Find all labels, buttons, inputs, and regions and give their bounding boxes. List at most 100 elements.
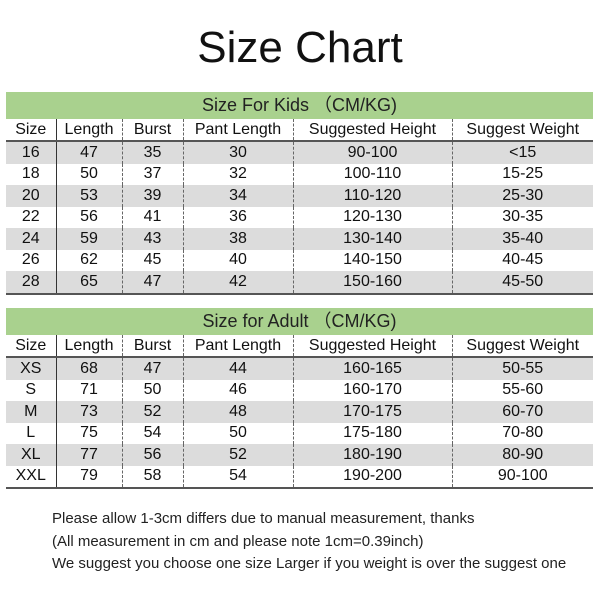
table-cell: 50 (182, 422, 293, 444)
adult-size-table: Size for Adult （CM/KG) Size Length Burst Pa… (6, 308, 593, 489)
table-cell: 60-70 (451, 401, 593, 423)
table-cell: 42 (182, 271, 293, 295)
table-cell: 48 (182, 401, 293, 423)
table-cell: 15-25 (451, 163, 593, 185)
column-header: Length (55, 119, 122, 142)
table-cell: 140-150 (292, 249, 452, 271)
table-cell: 18 (21, 165, 40, 183)
table-cell: 34 (182, 185, 293, 207)
table-row: 18 50 37 32 100-110 15-25 (6, 163, 593, 185)
table-cell: 32 (182, 163, 293, 185)
table-row: 22 56 41 36 120-130 30-35 (6, 206, 593, 228)
table-cell: 54 (121, 422, 183, 444)
table-cell: 22 (21, 208, 40, 226)
table-row: 20 53 39 34 110-120 25-30 (6, 185, 593, 207)
table-cell: 16 (6, 141, 56, 164)
column-header: Suggested Height (292, 335, 452, 358)
column-header: Suggested Height (292, 119, 452, 142)
header-row: Size Length Burst Pant Length Suggested Heig… (6, 335, 593, 358)
table-cell: 35 (121, 141, 183, 164)
table-cell: 71 (55, 379, 122, 401)
table-cell: 35-40 (451, 228, 593, 250)
table-cell: 47 (55, 141, 122, 164)
adult-table-heading: Size for Adult （CM/KG) (6, 308, 593, 335)
table-cell: 110-120 (292, 185, 452, 207)
table-row: 26 62 45 40 140-150 40-45 (6, 249, 593, 271)
column-header: Suggest Weight (451, 119, 593, 142)
table-cell: 26 (21, 251, 40, 269)
page-title: Size Chart (197, 23, 403, 72)
table-cell: M (6, 401, 56, 423)
table-row: L 75 54 50 175-180 70-80 (6, 422, 593, 444)
table-cell: 38 (182, 228, 293, 250)
adult-table: Size Length Burst Pant Length Suggested Heig… (6, 335, 593, 489)
column-header: Burst (121, 119, 183, 142)
table-row: XXL 79 58 54 190-200 90-100 (6, 465, 593, 489)
table-cell: 28 (6, 271, 56, 295)
table-cell: 47 (121, 357, 183, 380)
kids-table: Size Length Burst Pant Length Suggested Heig… (6, 119, 593, 295)
table-cell: 47 (121, 271, 183, 295)
table-cell: 160-165 (292, 357, 452, 380)
table-cell: 36 (182, 206, 293, 228)
table-cell: 52 (121, 401, 183, 423)
table-cell: 170-175 (292, 401, 452, 423)
table-row: 16 47 35 30 90-100 <15 (6, 141, 593, 164)
table-cell: 90-100 (451, 465, 593, 489)
table-cell: 59 (55, 228, 122, 250)
table-cell: 50-55 (451, 357, 593, 380)
table-cell: 46 (182, 379, 293, 401)
table-row: 24 59 43 38 130-140 35-40 (6, 228, 593, 250)
table-cell: 90-100 (292, 141, 452, 164)
table-cell: XXL (6, 465, 56, 489)
table-cell: 175-180 (292, 422, 452, 444)
table-cell: 56 (55, 206, 122, 228)
table-cell: 56 (121, 444, 183, 466)
notes: Please allow 1-3cm differs due to manual… (52, 508, 566, 576)
table-cell: 77 (55, 444, 122, 466)
table-cell: L (26, 424, 36, 442)
kids-table-heading: Size For Kids （CM/KG) (6, 92, 593, 119)
table-cell: 180-190 (292, 444, 452, 466)
table-cell: 39 (121, 185, 183, 207)
table-cell: 54 (182, 465, 293, 489)
table-cell: 43 (121, 228, 183, 250)
table-cell: 190-200 (292, 465, 452, 489)
note-line: (All measurement in cm and please note 1… (52, 532, 424, 550)
column-header: Pant Length (182, 119, 293, 142)
table-cell: 70-80 (451, 422, 593, 444)
table-cell: 68 (55, 357, 122, 380)
table-cell: 79 (55, 465, 122, 489)
table-row: XL 77 56 52 180-190 80-90 (6, 444, 593, 466)
table-cell: XL (6, 444, 56, 466)
note-line: Please allow 1-3cm differs due to manual… (52, 510, 475, 527)
table-cell: 41 (121, 206, 183, 228)
table-cell: 160-170 (292, 379, 452, 401)
column-header: Suggest Weight (451, 335, 593, 358)
table-cell: 20 (6, 185, 56, 207)
table-cell: 100-110 (292, 163, 452, 185)
table-cell: 40-45 (451, 249, 593, 271)
table-cell: 50 (121, 379, 183, 401)
column-header: Size (6, 335, 56, 358)
table-row: S 71 50 46 160-170 55-60 (6, 379, 593, 401)
column-header: Burst (121, 335, 183, 358)
table-cell: <15 (451, 141, 593, 164)
column-header: Pant Length (182, 335, 293, 358)
table-cell: 50 (55, 163, 122, 185)
table-cell: 73 (55, 401, 122, 423)
table-cell: 45 (121, 249, 183, 271)
table-cell: 80-90 (451, 444, 593, 466)
kids-size-table: Size For Kids （CM/KG) Size Length Burst Pan… (6, 92, 593, 295)
table-cell: 40 (182, 249, 293, 271)
table-cell: 30 (182, 141, 293, 164)
table-cell: 30-35 (451, 206, 593, 228)
column-header: Length (55, 335, 122, 358)
table-row: XS 68 47 44 160-165 50-55 (6, 357, 593, 380)
table-cell: 55-60 (451, 379, 593, 401)
table-row: 28 65 47 42 150-160 45-50 (6, 271, 593, 295)
header-row: Size Length Burst Pant Length Suggested Heig… (6, 119, 593, 142)
table-cell: 37 (121, 163, 183, 185)
table-cell: 45-50 (451, 271, 593, 295)
table-cell: 52 (182, 444, 293, 466)
